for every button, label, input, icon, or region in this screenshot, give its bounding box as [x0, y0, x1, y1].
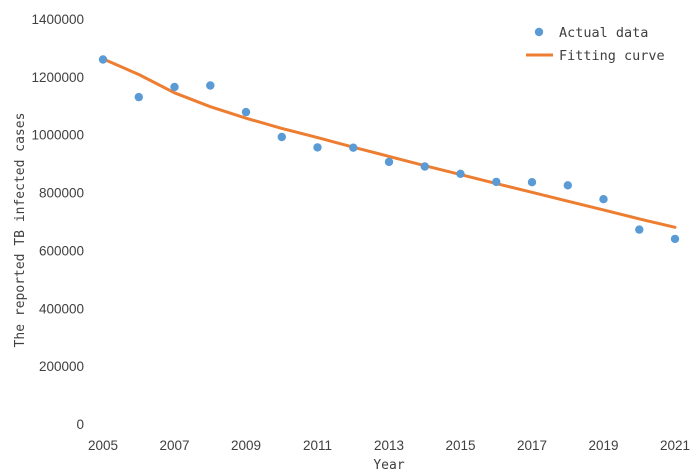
- data-point: [277, 132, 286, 142]
- data-point: [134, 92, 143, 102]
- y-tick-label: 1400000: [31, 12, 84, 27]
- data-point: [241, 107, 251, 117]
- legend-marker-actual-data: [534, 27, 544, 37]
- data-point: [313, 143, 322, 152]
- data-point: [670, 234, 680, 244]
- data-point: [492, 177, 501, 187]
- data-point: [98, 55, 108, 64]
- legend-label-fitting-curve: Fitting curve: [559, 48, 665, 64]
- y-tick-label: 400000: [39, 301, 84, 316]
- y-tick-label: 0: [76, 417, 84, 432]
- x-tick-label: 2015: [445, 438, 475, 453]
- y-tick-label: 200000: [39, 359, 84, 374]
- x-axis-ticks: 2005 2007 2009 2011 2013 2015 2017 2019 2021: [88, 438, 690, 453]
- data-point: [349, 143, 358, 152]
- series-line-fitting-curve: [101, 57, 677, 229]
- data-point: [420, 162, 429, 171]
- x-tick-label: 2005: [88, 438, 118, 453]
- data-point: [599, 195, 608, 204]
- x-axis-title: Year: [373, 458, 404, 473]
- y-tick-label: 800000: [39, 186, 84, 201]
- legend: Actual data Fitting curve: [526, 25, 665, 64]
- x-tick-label: 2007: [159, 438, 189, 453]
- x-tick-label: 2017: [517, 438, 547, 453]
- x-tick-label: 2011: [303, 438, 332, 453]
- y-tick-label: 1200000: [31, 70, 84, 85]
- x-tick-label: 2019: [588, 438, 618, 453]
- data-point: [384, 157, 394, 167]
- data-point: [563, 181, 572, 190]
- data-point: [635, 225, 644, 234]
- plot-area: [98, 55, 680, 244]
- data-point: [170, 82, 179, 92]
- y-tick-label: 600000: [39, 243, 84, 258]
- data-point: [206, 81, 215, 90]
- legend-label-actual-data: Actual data: [559, 25, 648, 41]
- x-tick-label: 2009: [231, 438, 261, 453]
- data-point: [456, 169, 465, 178]
- data-point: [527, 178, 537, 187]
- y-axis-title: The reported TB infected cases: [13, 113, 28, 348]
- x-tick-label: 2013: [374, 438, 404, 453]
- y-axis-ticks: 0 200000 400000 600000 800000 1000000 1200000 1…: [31, 12, 84, 432]
- y-tick-label: 1000000: [31, 128, 84, 143]
- x-tick-label: 2021: [660, 438, 690, 453]
